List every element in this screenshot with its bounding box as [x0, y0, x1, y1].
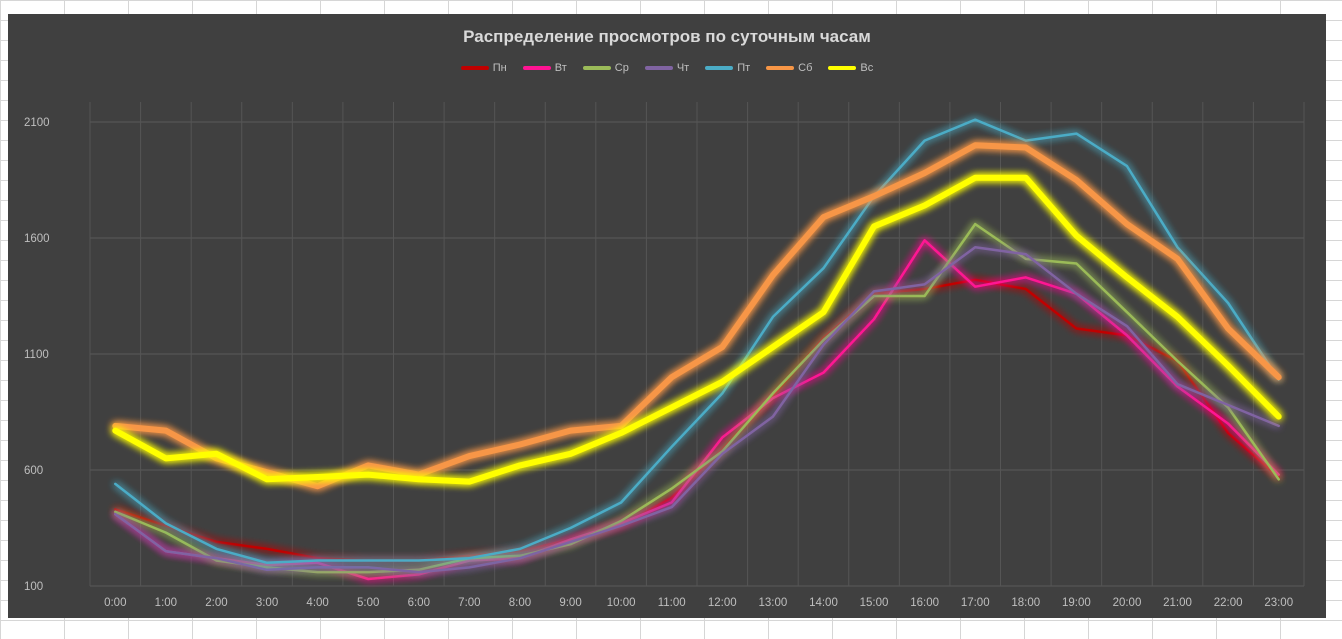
x-tick-label: 20:00 — [1113, 597, 1142, 609]
x-tick-label: 19:00 — [1062, 597, 1091, 609]
x-tick-label: 8:00 — [509, 597, 531, 609]
x-tick-label: 10:00 — [607, 597, 636, 609]
legend-item-6[interactable]: Сб — [766, 62, 812, 74]
legend-label: Пт — [737, 62, 751, 74]
x-tick-label: 12:00 — [708, 597, 737, 609]
chart-title: Распределение просмотров по суточным час… — [463, 27, 871, 46]
legend-label: Вт — [554, 62, 567, 74]
legend-swatch — [522, 66, 551, 70]
series-line-6[interactable] — [112, 142, 1282, 490]
legend-item-7[interactable]: Вс — [828, 62, 873, 74]
chart-legend[interactable]: Пн Вт Ср Чт Пт Сб Вс — [8, 62, 1326, 74]
x-tick-label: 16:00 — [910, 597, 939, 609]
y-tick-label: 1600 — [24, 233, 50, 245]
legend-item-2[interactable]: Вт — [522, 62, 567, 74]
x-tick-label: 18:00 — [1011, 597, 1040, 609]
x-tick-label: 15:00 — [860, 597, 889, 609]
legend-item-3[interactable]: Ср — [582, 62, 629, 74]
legend-swatch — [766, 66, 795, 70]
legend-item-4[interactable]: Чт — [644, 62, 690, 74]
series-line-7[interactable] — [112, 174, 1282, 485]
legend-swatch — [828, 66, 857, 70]
legend-item-1[interactable]: Пн — [460, 62, 507, 74]
x-tick-label: 23:00 — [1264, 597, 1293, 609]
legend-item-5[interactable]: Пт — [705, 62, 750, 74]
chart-area[interactable]: 100 600 1100 1600 2100 0:00 1:00 2:00 3:00 4:00 5:… — [8, 14, 1326, 618]
legend-label: Ср — [614, 62, 629, 74]
x-tick-label: 0:00 — [104, 597, 126, 609]
x-tick-label: 1:00 — [155, 597, 177, 609]
y-tick-label: 100 — [24, 581, 43, 593]
legend-swatch — [644, 66, 673, 70]
y-tick-label: 2100 — [24, 117, 50, 129]
legend-label: Чт — [676, 62, 690, 74]
legend-swatch — [705, 66, 734, 70]
x-tick-label: 14:00 — [809, 597, 838, 609]
x-tick-label: 6:00 — [408, 597, 430, 609]
y-tick-label: 600 — [24, 465, 43, 477]
x-tick-label: 11:00 — [658, 597, 686, 609]
x-tick-label: 3:00 — [256, 597, 278, 609]
line-plot: 100 600 1100 1600 2100 0:00 1:00 2:00 3:00 4:00 5:… — [24, 102, 1305, 609]
x-tick-label: 17:00 — [961, 597, 990, 609]
series-line-1[interactable] — [114, 278, 1280, 562]
legend-swatch — [460, 66, 489, 70]
legend-label: Пн — [492, 62, 507, 74]
legend-swatch — [582, 66, 611, 70]
x-tick-label: 7:00 — [458, 597, 480, 609]
series-line-4[interactable] — [114, 246, 1280, 574]
y-tick-label: 1100 — [24, 349, 49, 361]
series-line-5[interactable] — [114, 118, 1280, 565]
series-line-3[interactable] — [114, 222, 1280, 574]
x-tick-label: 13:00 — [758, 597, 787, 609]
legend-label: Сб — [798, 62, 813, 74]
legend-label: Вс — [860, 62, 874, 74]
x-tick-label: 5:00 — [357, 597, 379, 609]
x-tick-label: 21:00 — [1163, 597, 1192, 609]
x-tick-label: 4:00 — [306, 597, 328, 609]
x-tick-label: 22:00 — [1214, 597, 1243, 609]
x-tick-label: 9:00 — [559, 597, 581, 609]
x-tick-label: 2:00 — [205, 597, 227, 609]
